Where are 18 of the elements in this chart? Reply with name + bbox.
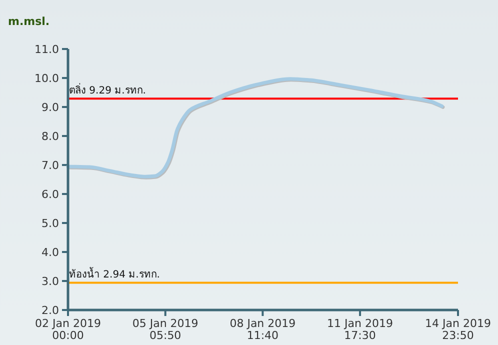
y-tick-label: 5.0: [42, 217, 59, 230]
ref-line-label: ตลิ่ง 9.29 ม.รทก.: [69, 82, 146, 97]
x-tick-label: 11 Jan 2019 17:30: [327, 317, 394, 342]
y-tick-label: 11.0: [34, 43, 59, 56]
y-tick-label: 9.0: [42, 101, 59, 114]
ref-line-label: ท้องน้ำ 2.94 ม.รทก.: [69, 266, 160, 281]
y-tick-label: 10.0: [34, 72, 59, 85]
y-tick-label: 8.0: [42, 130, 59, 143]
y-tick-label: 3.0: [42, 275, 59, 288]
x-tick-label: 14 Jan 2019 23:50: [425, 317, 491, 342]
y-tick-label: 2.0: [42, 304, 59, 317]
y-tick-label: 4.0: [42, 246, 59, 259]
y-axis-title: m.msl.: [8, 15, 50, 28]
y-tick-label: 6.0: [42, 188, 59, 201]
y-tick-label: 7.0: [42, 159, 59, 172]
x-tick-label: 02 Jan 2019 00:00: [35, 317, 101, 342]
x-tick-label: 05 Jan 2019 05:50: [132, 317, 198, 342]
x-tick-label: 08 Jan 2019 11:40: [230, 317, 296, 342]
